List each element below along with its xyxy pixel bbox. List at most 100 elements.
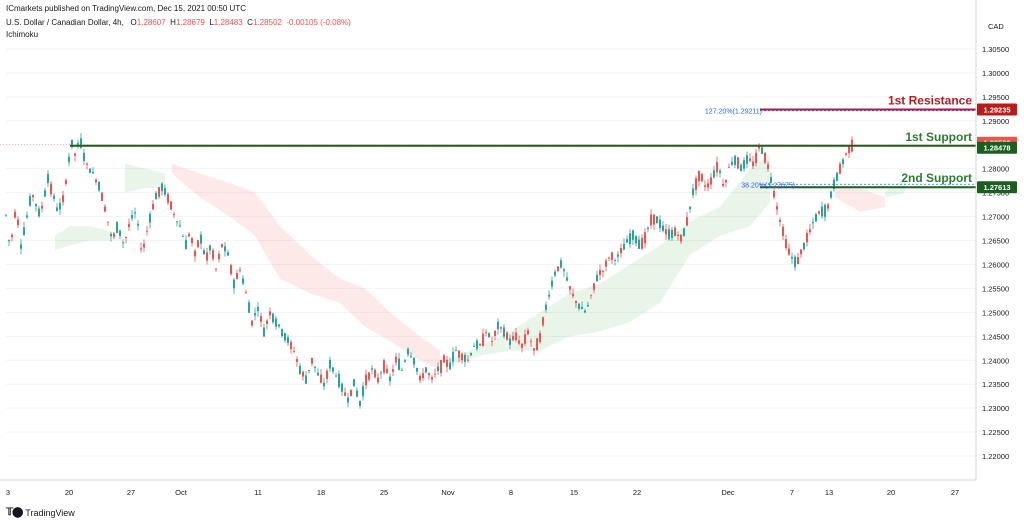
tradingview-logo-icon: 𝕋⬤ (6, 507, 23, 518)
candle-body (305, 375, 307, 384)
y-tick-label: 1.22500 (982, 428, 1009, 437)
candle-body (251, 320, 253, 326)
candle-body (512, 335, 514, 341)
resistance-price-tag-box (977, 103, 1017, 116)
tradingview-brand[interactable]: 𝕋⬤ TradingView (6, 507, 75, 518)
candle-body (215, 268, 217, 270)
candle-body (719, 170, 721, 173)
candle-body (461, 353, 463, 361)
candle-body (827, 204, 829, 209)
candle-body (59, 203, 61, 210)
candle-body (242, 278, 244, 284)
candle-body (434, 373, 436, 375)
candle-body (611, 252, 613, 260)
resistance-label: 1st Resistance (888, 94, 972, 108)
candle-body (764, 152, 766, 163)
candle-body (638, 239, 640, 249)
y-tick-label: 1.29500 (982, 93, 1009, 102)
candle-body (200, 234, 202, 244)
candle-body (836, 172, 838, 182)
candle-body (641, 238, 643, 249)
candle-body (236, 273, 238, 280)
candle-body (734, 155, 736, 165)
candle-body (683, 228, 685, 237)
candle-body (578, 303, 580, 309)
candle-body (587, 304, 589, 307)
y-tick-label: 1.26500 (982, 237, 1009, 246)
support-1-price-tag-text: 1.28478 (983, 144, 1010, 153)
candle-body (713, 170, 715, 178)
support-1-price-tag-box (977, 141, 1017, 154)
candle-body (518, 340, 520, 344)
candle-body (599, 269, 601, 275)
x-tick-label: Nov (441, 488, 455, 497)
candle-body (203, 250, 205, 255)
candle-body (707, 183, 709, 188)
indicator-line[interactable]: Ichimoku (6, 30, 38, 39)
candle-body (71, 139, 73, 148)
candle-body (293, 351, 295, 352)
candle-body (383, 360, 385, 373)
candle-body (86, 163, 88, 165)
candle-body (140, 248, 142, 250)
candle-body (695, 178, 697, 191)
candle-body (173, 214, 175, 216)
support-2-label: 2nd Support (901, 171, 972, 185)
candle-body (749, 158, 751, 161)
candle-body (584, 310, 586, 313)
candle-body (92, 171, 94, 174)
symbol-line[interactable]: U.S. Dollar / Canadian Dollar, 4h, O1.28… (6, 18, 351, 27)
y-tick-label: 1.24500 (982, 332, 1009, 341)
candle-body (497, 321, 499, 330)
candle-body (725, 180, 727, 183)
y-tick-label: 1.23500 (982, 380, 1009, 389)
candle-body (458, 350, 460, 358)
candle-body (842, 159, 844, 165)
level-lines: 1st Resistance 1st Support 2nd Support 127.… (0, 94, 976, 189)
x-tick-label: Oct (175, 488, 188, 497)
candle-body (323, 382, 325, 387)
candle-body (395, 356, 397, 363)
candle-body (389, 376, 391, 382)
candle-body (161, 183, 163, 192)
candle-body (368, 372, 370, 380)
publisher-text: ICmarkets published on TradingView.com, … (6, 4, 246, 13)
candle-body (347, 397, 349, 403)
x-tick-label: Dec (721, 488, 735, 497)
candle-body (146, 230, 148, 232)
candle-body (728, 166, 730, 168)
candle-body (710, 177, 712, 185)
symbol-name[interactable]: U.S. Dollar / Canadian Dollar, 4h, (6, 18, 124, 27)
indicator-name[interactable]: Ichimoku (6, 30, 39, 39)
candle-body (224, 246, 226, 252)
candle-body (410, 356, 412, 358)
candle-body (800, 249, 802, 255)
candle-body (212, 250, 214, 260)
candle-body (317, 372, 319, 376)
candle-body (668, 229, 670, 240)
candle-body (98, 182, 100, 191)
fib-38-label: 38.20%(1.27675) (741, 182, 795, 189)
candle-body (698, 170, 700, 182)
support-1-label: 1st Support (905, 130, 972, 144)
candle-body (527, 330, 529, 335)
candle-body (341, 383, 343, 392)
candle-body (29, 195, 31, 206)
candle-body (821, 206, 823, 217)
candle-body (392, 369, 394, 372)
candle-body (53, 195, 55, 200)
candle-body (278, 324, 280, 327)
candle-body (11, 234, 13, 238)
candle-body (233, 279, 235, 289)
cloud-band-bearish (835, 187, 885, 212)
candle-body (335, 375, 337, 377)
candle-body (422, 373, 424, 379)
candle-body (131, 215, 133, 219)
candle-body (488, 333, 490, 338)
candle-body (689, 206, 691, 210)
candle-body (788, 248, 790, 255)
candle-body (476, 340, 478, 349)
y-tick-label: 1.27000 (982, 213, 1009, 222)
y-tick-label: 1.25000 (982, 308, 1009, 317)
